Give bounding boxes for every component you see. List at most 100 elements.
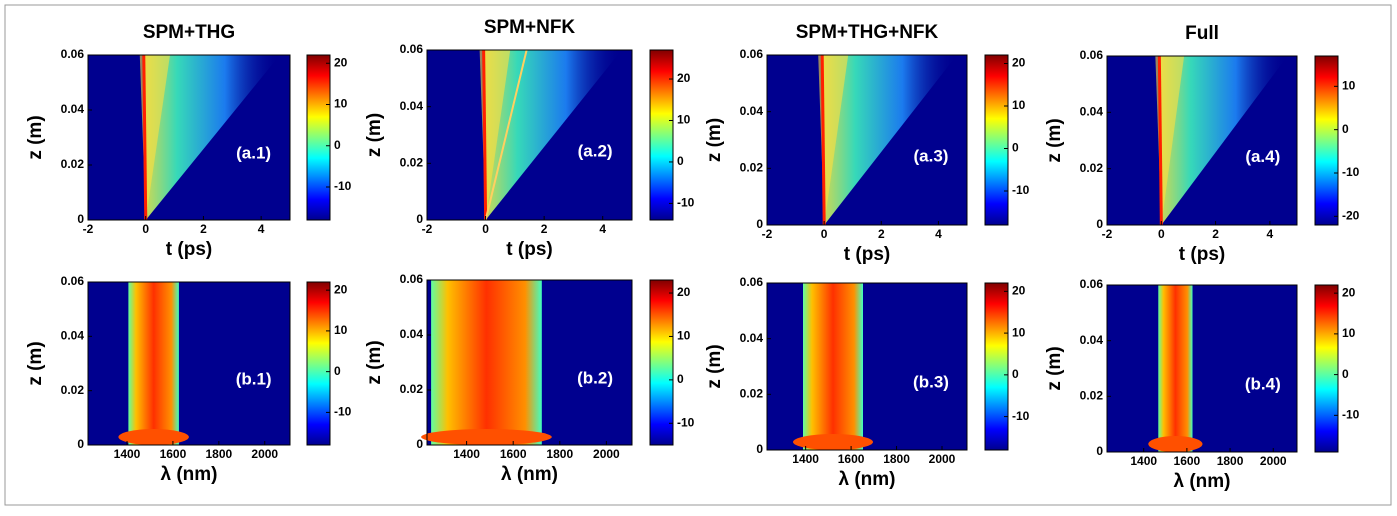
x-tick-label: 2 [541,222,548,236]
heatmap-field [482,50,622,220]
colorbar [649,49,674,221]
y-axis-label: z (m) [25,341,46,385]
y-tick-label: 0.06 [740,275,764,289]
heatmap-field [118,429,189,445]
colorbar-tick-label: 20 [1012,56,1026,70]
colorbar-tick-label: 10 [1012,325,1026,339]
plot-frame [1106,55,1298,226]
y-tick-label: 0.04 [61,102,85,116]
colorbar [306,54,331,221]
colorbar-tick-label: -10 [677,415,695,429]
y-axis-label: z (m) [364,113,385,157]
x-tick-label: 1400 [792,452,819,466]
colorbar-tick-label: 10 [1342,326,1356,340]
x-tick-label: 2 [878,227,885,241]
panel-label: (b.1) [236,369,272,388]
y-axis-label: z (m) [1044,118,1065,162]
x-tick-label: 1400 [114,447,141,461]
heatmap-field [793,434,873,450]
y-tick-label: 0.04 [1080,333,1104,347]
x-axis-label: λ (nm) [161,464,218,485]
heatmap-field [1148,436,1203,452]
y-tick-label: 0.02 [1080,161,1104,175]
heatmap-field [820,54,826,226]
panel-label: (a.2) [578,141,613,160]
heatmap-field [821,55,957,225]
panel-label: (b.4) [1245,375,1281,394]
y-tick-label: 0 [77,437,84,451]
x-axis-label: λ (nm) [839,469,896,490]
y-tick-label: 0.02 [61,383,85,397]
y-axis-label: z (m) [25,115,46,159]
colorbar-tick-label: -10 [1012,183,1030,197]
x-tick-label: 0 [821,227,828,241]
y-tick-label: 0 [756,217,763,231]
colorbar-tick-label: 0 [334,138,341,152]
y-axis-label: z (m) [704,118,725,162]
heatmap-field [482,49,488,221]
x-axis-label: t (ps) [506,239,552,260]
x-axis-label: t (ps) [1179,244,1225,265]
plot-frame [426,49,633,221]
y-tick-label: 0 [1096,444,1103,458]
x-tick-label: 1800 [205,447,232,461]
colorbar-tick-label: 0 [334,364,341,378]
colorbar-tick-label: -10 [334,179,352,193]
panel-label: (b.2) [577,368,613,387]
y-tick-label: 0.04 [1080,105,1104,119]
colorbar-tick-label: 20 [677,71,691,85]
colorbar [1314,55,1339,226]
colorbar-tick-label: 10 [334,323,348,337]
panel-title: SPM+NFK [484,17,576,38]
plot-frame [426,279,633,446]
y-tick-label: 0.06 [400,42,424,56]
y-tick-label: 0.02 [61,157,85,171]
y-tick-label: 0 [1096,217,1103,231]
plot-frame [87,54,291,221]
y-tick-label: 0 [77,212,84,226]
colorbar-tick-label: -10 [334,405,352,419]
colorbar-tick-label: 20 [334,55,348,69]
y-axis-label: z (m) [704,344,725,388]
heatmap-field [142,54,148,221]
colorbar-tick-label: 20 [1342,285,1356,299]
y-tick-label: 0.02 [740,387,764,401]
y-tick-label: 0.02 [400,156,424,170]
plot-frame [766,282,968,451]
x-tick-label: 2000 [251,447,278,461]
frame [4,4,1392,506]
y-tick-label: 0.06 [61,274,85,288]
colorbar-tick-label: 20 [1012,284,1026,298]
heatmap-field [1157,55,1163,226]
heatmap-field [1155,56,1185,225]
x-tick-label: 1600 [838,452,865,466]
colorbar-tick-label: 0 [1012,141,1019,155]
y-axis-label: z (m) [364,340,385,384]
colorbar-tick-label: 0 [1342,367,1349,381]
panel-label: (a.3) [914,146,949,165]
colorbar-tick-label: -10 [1012,409,1030,423]
x-axis-label: t (ps) [166,239,212,260]
colorbar-tick-label: 10 [1012,98,1026,112]
colorbar-tick-label: 10 [677,329,691,343]
panel-title: SPM+THG [143,22,235,43]
panel-title: SPM+THG+NFK [796,22,939,43]
y-tick-label: 0.06 [400,272,424,286]
x-tick-label: -2 [762,227,773,241]
x-tick-label: 1800 [883,452,910,466]
heatmap-field [128,282,179,445]
plot-frame [1106,284,1298,453]
x-tick-label: 4 [1267,227,1274,241]
colorbar-tick-label: 0 [1342,122,1349,136]
plot-frame [87,281,291,446]
colorbar [306,281,331,446]
heatmap-field [803,283,863,450]
heatmap-background [767,283,967,450]
heatmap-field [818,55,849,225]
y-tick-label: 0.02 [1080,389,1104,403]
y-tick-label: 0.04 [400,99,424,113]
panel-label: (a.4) [1245,147,1280,166]
x-tick-label: -2 [83,222,94,236]
heatmap-background [1107,285,1297,452]
colorbar-tick-label: 0 [1012,367,1019,381]
